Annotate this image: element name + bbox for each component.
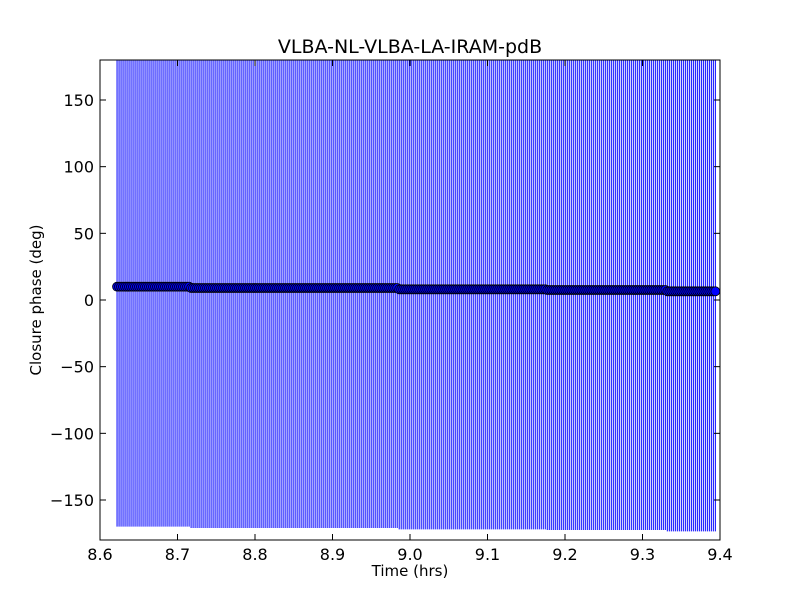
- errorbars: [116, 60, 716, 532]
- x-tick-label: 9.0: [397, 545, 422, 564]
- y-axis: −150 −100 −50 0 50 100 150: [50, 91, 720, 510]
- x-tick-label: 9.1: [475, 545, 500, 564]
- x-tick-label: 9.3: [630, 545, 655, 564]
- y-tick-label: 50: [74, 224, 94, 243]
- chart-title: VLBA-NL-VLBA-LA-IRAM-pdB: [278, 36, 542, 58]
- y-tick-label: −50: [60, 358, 94, 377]
- x-tick-label: 8.8: [242, 545, 267, 564]
- data-points: [112, 281, 721, 297]
- x-axis: 8.6 8.7 8.8 8.9 9.0 9.1 9.2 9.3 9.4: [87, 60, 733, 564]
- y-tick-label: −150: [50, 491, 94, 510]
- plot-area: [99, 59, 721, 541]
- y-axis-label: Closure phase (deg): [27, 225, 45, 376]
- x-tick-label: 8.6: [87, 545, 112, 564]
- x-tick-label: 8.7: [165, 545, 190, 564]
- y-tick-label: 150: [63, 91, 94, 110]
- x-tick-label: 8.9: [320, 545, 345, 564]
- x-tick-label: 9.4: [707, 545, 732, 564]
- y-tick-label: 100: [63, 158, 94, 177]
- y-tick-label: −100: [50, 424, 94, 443]
- data-point: [710, 286, 721, 297]
- x-tick-label: 9.2: [552, 545, 577, 564]
- y-tick-label: 0: [84, 291, 94, 310]
- x-axis-label: Time (hrs): [371, 562, 449, 580]
